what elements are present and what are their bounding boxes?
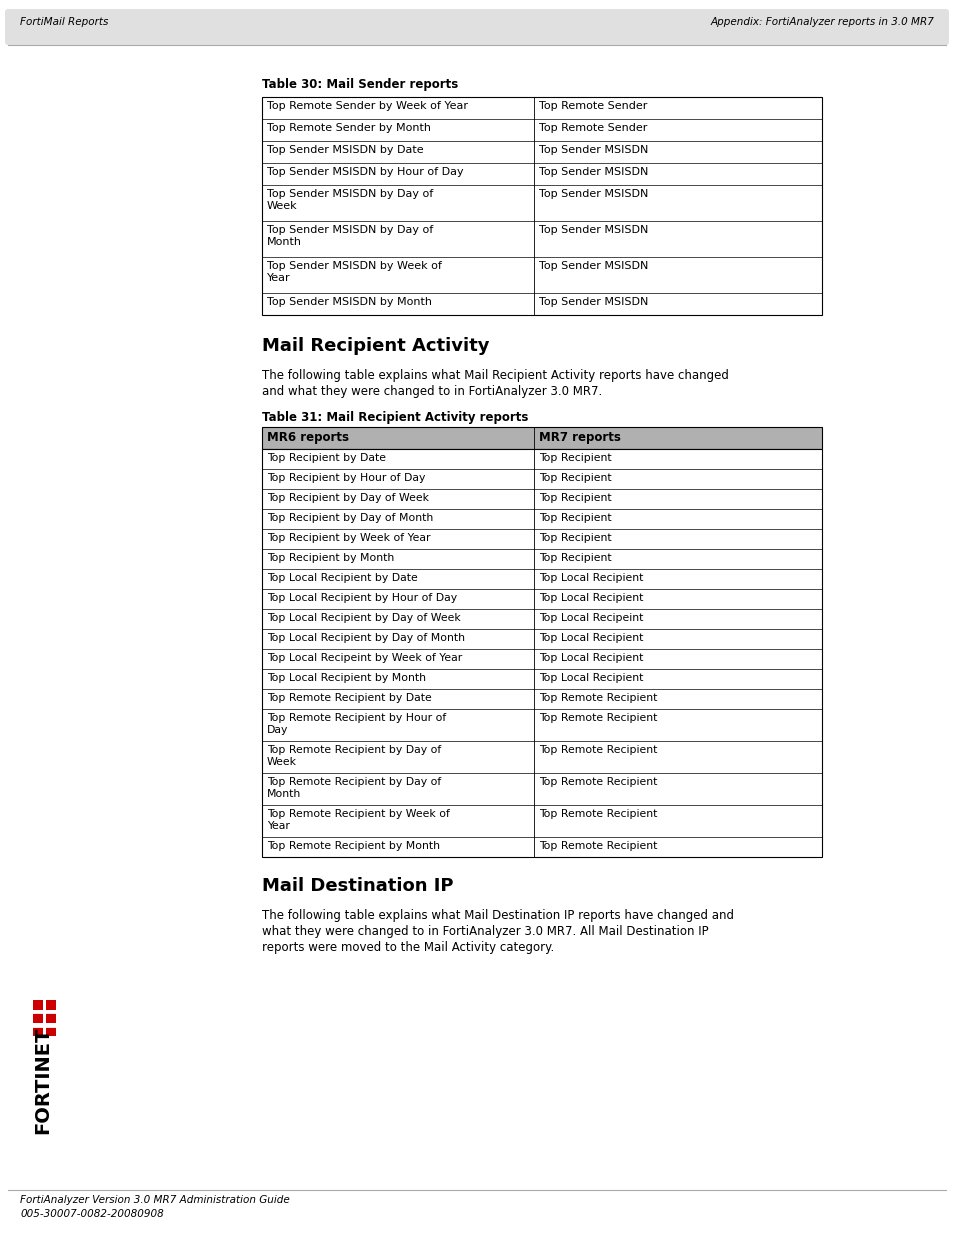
Bar (33, 1026, 43, 1036)
Text: MR6 reports: MR6 reports (267, 431, 349, 445)
Text: Top Remote Sender by Month: Top Remote Sender by Month (267, 124, 431, 133)
Text: The following table explains what Mail Destination IP reports have changed and
w: The following table explains what Mail D… (262, 909, 733, 953)
Text: Top Sender MSISDN by Month: Top Sender MSISDN by Month (267, 296, 432, 308)
Text: FORTINET: FORTINET (33, 1026, 52, 1134)
Text: Top Sender MSISDN by Week of
Year: Top Sender MSISDN by Week of Year (267, 261, 441, 283)
Text: Top Remote Sender: Top Remote Sender (538, 101, 647, 111)
Text: Top Remote Recipient by Month: Top Remote Recipient by Month (267, 841, 439, 851)
Text: MR7 reports: MR7 reports (538, 431, 620, 445)
Text: Top Sender MSISDN by Date: Top Sender MSISDN by Date (267, 144, 423, 156)
Text: FortiMail Reports: FortiMail Reports (20, 17, 109, 27)
Text: Top Local Recipeint by Week of Year: Top Local Recipeint by Week of Year (267, 653, 462, 663)
Text: Top Remote Recipient: Top Remote Recipient (538, 809, 657, 819)
Text: Appendix: FortiAnalyzer reports in 3.0 MR7: Appendix: FortiAnalyzer reports in 3.0 M… (709, 17, 933, 27)
Bar (262, 427, 821, 450)
Text: Top Recipient by Day of Month: Top Recipient by Day of Month (267, 513, 433, 522)
Text: Top Recipient by Date: Top Recipient by Date (267, 453, 386, 463)
Text: Top Local Recipient by Hour of Day: Top Local Recipient by Hour of Day (267, 593, 456, 603)
Text: Top Remote Recipient by Date: Top Remote Recipient by Date (267, 693, 432, 703)
Text: Top Remote Recipient by Week of
Year: Top Remote Recipient by Week of Year (267, 809, 450, 831)
Text: Top Recipient: Top Recipient (538, 473, 611, 483)
Text: Table 31: Mail Recipient Activity reports: Table 31: Mail Recipient Activity report… (262, 411, 528, 424)
Text: Top Recipient by Month: Top Recipient by Month (267, 553, 394, 563)
Text: Top Local Recipient by Date: Top Local Recipient by Date (267, 573, 417, 583)
Bar (33, 1013, 43, 1023)
Text: Top Local Recipient by Day of Month: Top Local Recipient by Day of Month (267, 634, 464, 643)
Bar (46, 1026, 56, 1036)
Text: Top Local Recipient: Top Local Recipient (538, 634, 642, 643)
Text: Table 30: Mail Sender reports: Table 30: Mail Sender reports (262, 78, 457, 91)
FancyBboxPatch shape (5, 9, 948, 44)
Text: Top Recipient: Top Recipient (538, 513, 611, 522)
Text: Top Recipient by Hour of Day: Top Recipient by Hour of Day (267, 473, 425, 483)
Text: Top Remote Recipient by Day of
Week: Top Remote Recipient by Day of Week (267, 745, 441, 767)
Text: 005-30007-0082-20080908: 005-30007-0082-20080908 (20, 1209, 164, 1219)
Text: Top Sender MSISDN: Top Sender MSISDN (538, 144, 648, 156)
Text: Top Sender MSISDN: Top Sender MSISDN (538, 261, 648, 270)
Text: Mail Recipient Activity: Mail Recipient Activity (262, 337, 489, 354)
Bar (33, 1000, 43, 1010)
Text: Top Sender MSISDN: Top Sender MSISDN (538, 296, 648, 308)
Bar (46, 1013, 56, 1023)
Text: Top Local Recipeint: Top Local Recipeint (538, 613, 642, 622)
Text: Top Remote Recipient by Day of
Month: Top Remote Recipient by Day of Month (267, 777, 441, 799)
Text: Top Remote Recipient: Top Remote Recipient (538, 745, 657, 755)
Text: Top Remote Recipient: Top Remote Recipient (538, 777, 657, 787)
Text: Top Sender MSISDN: Top Sender MSISDN (538, 225, 648, 235)
Text: Top Remote Sender by Week of Year: Top Remote Sender by Week of Year (267, 101, 468, 111)
Text: Top Remote Recipient by Hour of
Day: Top Remote Recipient by Hour of Day (267, 713, 446, 735)
Text: Top Remote Sender: Top Remote Sender (538, 124, 647, 133)
Bar (262, 98, 821, 315)
Text: Top Remote Recipient: Top Remote Recipient (538, 693, 657, 703)
Text: Top Sender MSISDN by Hour of Day: Top Sender MSISDN by Hour of Day (267, 167, 463, 177)
Text: FortiAnalyzer Version 3.0 MR7 Administration Guide: FortiAnalyzer Version 3.0 MR7 Administra… (20, 1195, 290, 1205)
Text: Top Recipient by Day of Week: Top Recipient by Day of Week (267, 493, 429, 503)
Text: Top Remote Recipient: Top Remote Recipient (538, 841, 657, 851)
Text: Top Recipient: Top Recipient (538, 493, 611, 503)
Bar (262, 450, 821, 857)
Text: Top Local Recipient by Month: Top Local Recipient by Month (267, 673, 426, 683)
Text: Top Local Recipient: Top Local Recipient (538, 653, 642, 663)
Text: Top Local Recipient: Top Local Recipient (538, 673, 642, 683)
Text: Top Recipient: Top Recipient (538, 453, 611, 463)
Text: Top Sender MSISDN by Day of
Month: Top Sender MSISDN by Day of Month (267, 225, 433, 247)
Text: Top Sender MSISDN by Day of
Week: Top Sender MSISDN by Day of Week (267, 189, 433, 211)
Text: The following table explains what Mail Recipient Activity reports have changed
a: The following table explains what Mail R… (262, 369, 728, 398)
Text: Mail Destination IP: Mail Destination IP (262, 877, 453, 895)
Text: Top Sender MSISDN: Top Sender MSISDN (538, 189, 648, 199)
Text: Top Recipient: Top Recipient (538, 553, 611, 563)
Text: Top Sender MSISDN: Top Sender MSISDN (538, 167, 648, 177)
Text: Top Recipient: Top Recipient (538, 534, 611, 543)
Text: Top Recipient by Week of Year: Top Recipient by Week of Year (267, 534, 430, 543)
Text: Top Remote Recipient: Top Remote Recipient (538, 713, 657, 722)
Text: Top Local Recipient: Top Local Recipient (538, 593, 642, 603)
Bar (46, 1000, 56, 1010)
Text: Top Local Recipient by Day of Week: Top Local Recipient by Day of Week (267, 613, 460, 622)
Text: Top Local Recipient: Top Local Recipient (538, 573, 642, 583)
